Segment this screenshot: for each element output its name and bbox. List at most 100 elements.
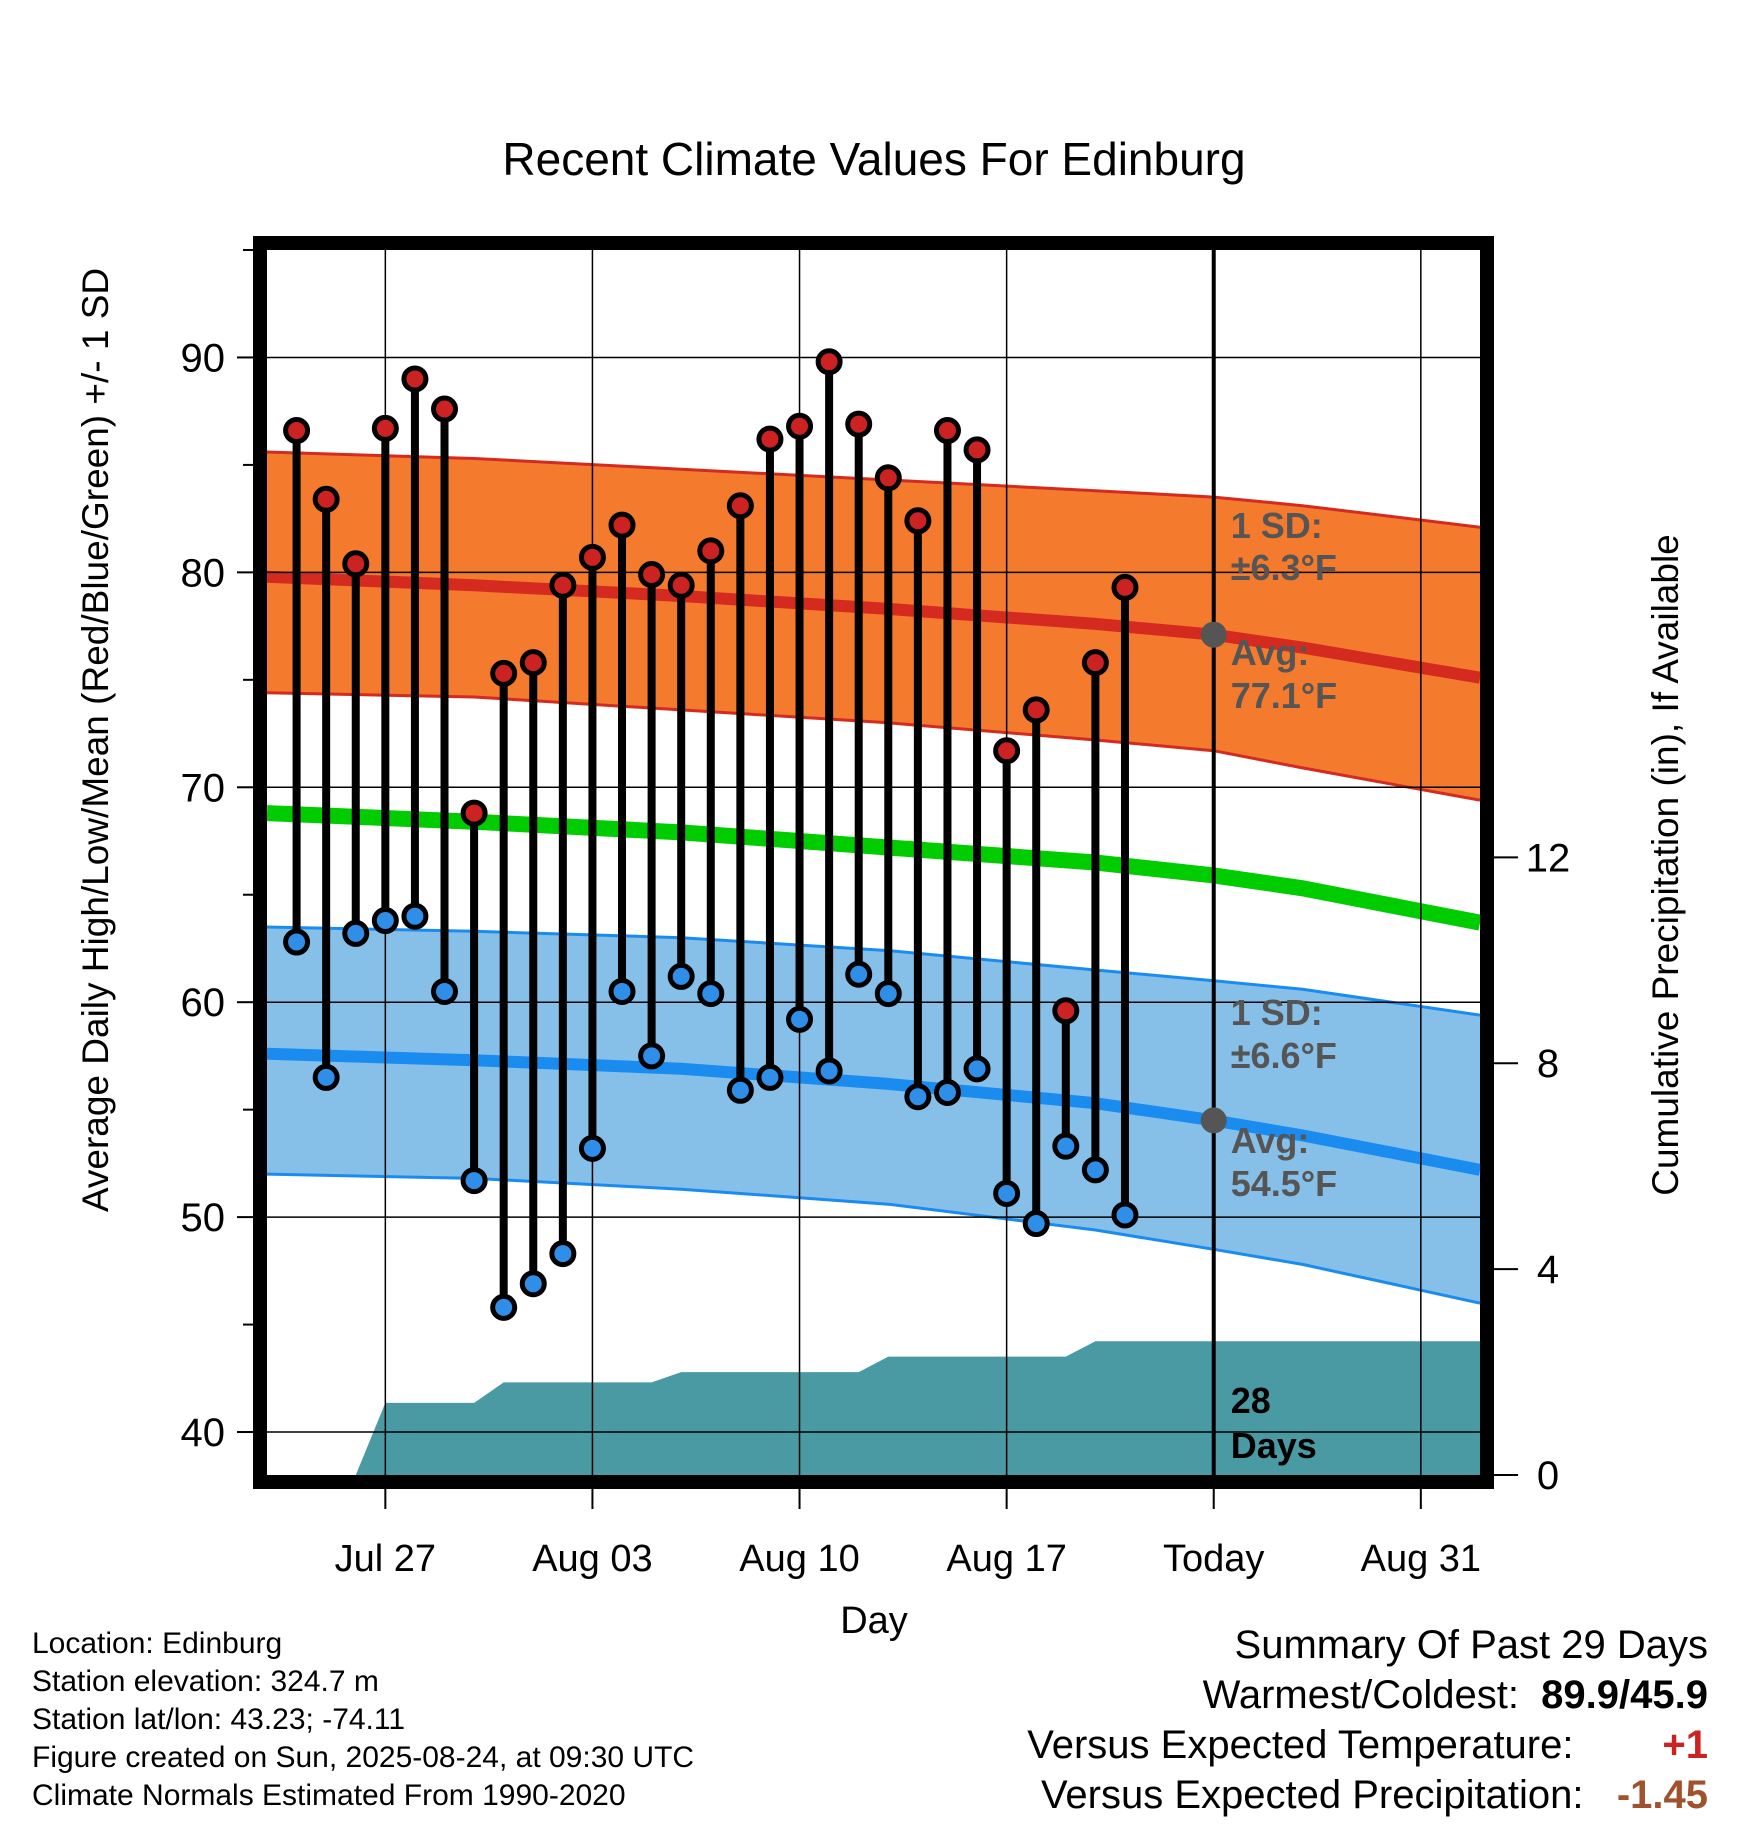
daily-high-point [549, 571, 577, 599]
daily-range-stems [292, 361, 1129, 1308]
y2-tick-label: 12 [1526, 836, 1571, 880]
plot-border [253, 236, 1494, 1489]
daily-low-point [283, 928, 311, 956]
low-mean-line [267, 1047, 1480, 1176]
summary-precip-row: Versus Expected Precipitation: -1.45 [1027, 1770, 1708, 1820]
daily-low-point [608, 977, 636, 1005]
daily-high-point [638, 561, 666, 589]
daily-high-point [697, 537, 725, 565]
daily-high-point [1081, 649, 1109, 677]
daily-high-point [786, 412, 814, 440]
x-tick-label: Aug 03 [532, 1538, 652, 1580]
summary-block: Summary Of Past 29 Days Warmest/Coldest:… [1027, 1620, 1708, 1820]
low-avg-label: Avg: [1231, 1120, 1310, 1161]
high-sd-value: ±6.3°F [1231, 547, 1337, 588]
daily-low-point [490, 1293, 518, 1321]
low-sd-label: 1 SD: [1231, 992, 1323, 1033]
plot-frame [253, 236, 1494, 1489]
daily-low-point [460, 1167, 488, 1195]
x-tick-label: Jul 27 [335, 1538, 436, 1580]
temp-anomaly-value: +1 [1662, 1723, 1708, 1767]
daily-low-point [845, 960, 873, 988]
daily-low-point [578, 1134, 606, 1162]
low-upper-edge [267, 925, 1480, 1017]
y-tick-label: 70 [181, 766, 226, 810]
info-created: Figure created on Sun, 2025-08-24, at 09… [32, 1741, 695, 1774]
daily-high-point [371, 414, 399, 442]
daily-high-point [993, 737, 1021, 765]
high-avg-today-point [1200, 621, 1227, 648]
daily-low-point [963, 1055, 991, 1083]
daily-high-point [1052, 997, 1080, 1025]
summary-warm-cold-row: Warmest/Coldest: 89.9/45.9 [1027, 1670, 1708, 1720]
daily-high-point [578, 543, 606, 571]
days-count: 28 [1231, 1380, 1271, 1421]
high-sd-band [267, 452, 1480, 801]
daily-high-point [1111, 573, 1139, 601]
low-sd-value: ±6.6°F [1231, 1035, 1337, 1076]
daily-low-point [371, 907, 399, 935]
y-axis-label: Average Daily High/Low/Mean (Red/Blue/Gr… [75, 268, 116, 1212]
x-tick-label: Aug 10 [739, 1538, 859, 1580]
x-tick-label: Today [1163, 1538, 1264, 1580]
daily-high-point [726, 492, 754, 520]
daily-low-point [815, 1057, 843, 1085]
daily-high-point [815, 348, 843, 376]
info-location: Location: Edinburg [32, 1627, 283, 1660]
y-tick-label: 60 [181, 981, 226, 1025]
daily-low-point [1022, 1210, 1050, 1238]
y-tick-label: 40 [181, 1411, 226, 1455]
precip-area [355, 1341, 1480, 1475]
y2-axis-label: Cumulative Precipitation (in), If Availa… [1645, 534, 1686, 1196]
y-tick-label: 50 [181, 1196, 226, 1240]
daily-high-point [283, 417, 311, 445]
y-tick-label: 90 [181, 336, 226, 380]
info-elevation: Station elevation: 324.7 m [32, 1665, 379, 1698]
daily-low-point [874, 980, 902, 1008]
daily-high-point [401, 365, 429, 393]
high-sd-label: 1 SD: [1231, 505, 1323, 546]
daily-high-point [608, 511, 636, 539]
daily-high-point [519, 649, 547, 677]
x-tick-label: Aug 17 [946, 1538, 1066, 1580]
daily-low-point [697, 980, 725, 1008]
warm-cold-value: 89.9/45.9 [1541, 1673, 1708, 1717]
daily-low-point [1081, 1156, 1109, 1184]
daily-high-point [874, 464, 902, 492]
chart-title: Recent Climate Values For Edinburg [502, 133, 1245, 185]
summary-temp-row: Versus Expected Temperature: +1 [1027, 1720, 1708, 1770]
y-tick-label: 80 [181, 551, 226, 595]
high-avg-value: 77.1°F [1231, 675, 1337, 716]
daily-high-point [904, 507, 932, 535]
daily-low-point [401, 902, 429, 930]
precip-anomaly-value: -1.45 [1616, 1773, 1708, 1817]
daily-low-point [1111, 1201, 1139, 1229]
daily-high-point [756, 425, 784, 453]
daily-dots [283, 348, 1227, 1321]
daily-low-point [1052, 1132, 1080, 1160]
info-normals: Climate Normals Estimated From 1990-2020 [32, 1779, 626, 1812]
daily-low-point [993, 1179, 1021, 1207]
y2-tick-label: 4 [1537, 1248, 1559, 1292]
low-avg-value: 54.5°F [1231, 1163, 1337, 1204]
normal-bands [267, 450, 1480, 1305]
daily-low-point [342, 919, 370, 947]
high-lower-edge [267, 691, 1480, 802]
daily-high-point [1022, 696, 1050, 724]
mean-line [267, 805, 1480, 931]
daily-low-point [549, 1240, 577, 1268]
high-avg-label: Avg: [1231, 632, 1310, 673]
daily-high-point [933, 417, 961, 445]
info-latlon: Station lat/lon: 43.23; -74.11 [32, 1703, 406, 1736]
daily-high-point [667, 571, 695, 599]
y2-tick-label: 0 [1537, 1454, 1559, 1498]
daily-low-point [667, 962, 695, 990]
days-label: Days [1231, 1425, 1317, 1466]
low-avg-today-point [1200, 1107, 1227, 1134]
daily-high-point [845, 410, 873, 438]
daily-high-point [342, 550, 370, 578]
x-axis-label: Day [840, 1600, 908, 1642]
warm-cold-label: Warmest/Coldest: [1202, 1673, 1519, 1717]
high-upper-edge [267, 450, 1480, 529]
